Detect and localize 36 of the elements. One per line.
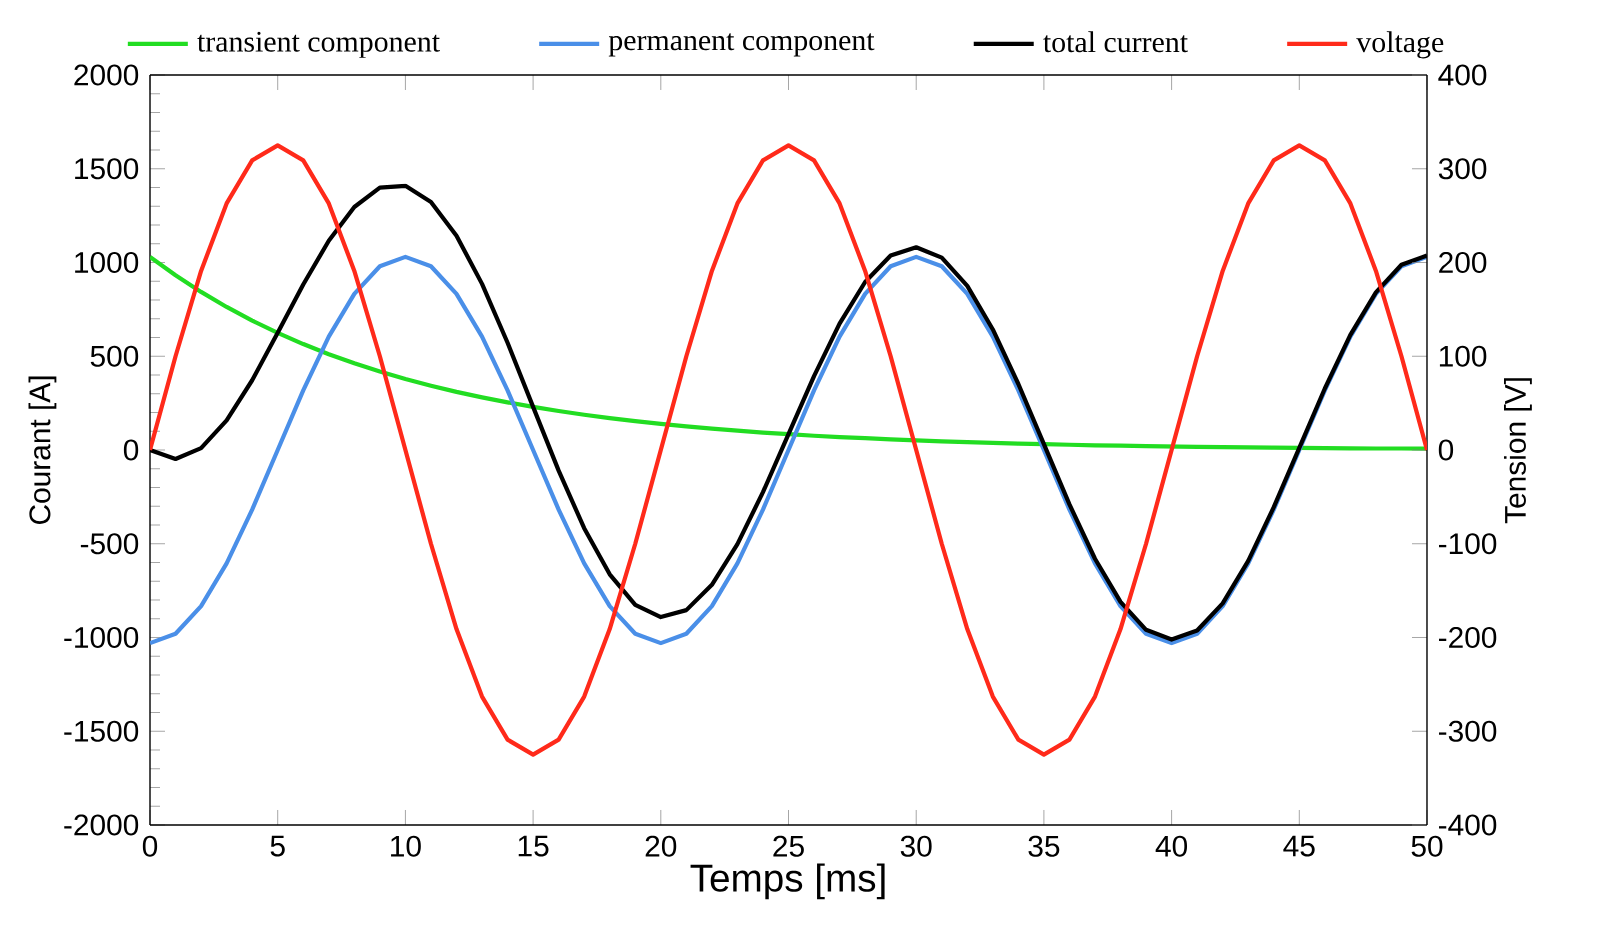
x-tick-label: 35 (1028, 835, 1060, 857)
y2-tick-label: 100 (1439, 345, 1487, 367)
y2-axis-title: Tension [V] (1504, 378, 1532, 524)
y-tick-label: -1000 (64, 626, 139, 649)
x-tick-label: 5 (270, 835, 285, 857)
y2-tick-label: -300 (1438, 720, 1497, 742)
x-tick-label: 30 (900, 835, 932, 857)
y2-tick-label: 0 (1438, 439, 1454, 461)
legend-label: transient component (197, 31, 440, 58)
y-tick-label: 1000 (75, 251, 139, 274)
legend-label: total current (1043, 31, 1188, 53)
x-tick-label: 10 (391, 835, 421, 857)
x-tick-label: 20 (645, 835, 677, 857)
x-tick-label: 50 (1411, 835, 1443, 857)
y2-tick-label: 200 (1439, 251, 1487, 274)
x-axis-title: Temps [ms] (690, 863, 885, 900)
y-tick-label: -2000 (64, 814, 139, 836)
y-axis-title: Courant [A] (28, 376, 57, 525)
y-tick-label: -1500 (64, 720, 139, 742)
x-tick-label: 15 (518, 835, 549, 857)
y-tick-label: -500 (80, 533, 139, 555)
y2-tick-label: 300 (1438, 158, 1487, 180)
legend-label: permanent component (608, 33, 875, 57)
y2-tick-label: -400 (1438, 814, 1497, 836)
y-tick-label: 2000 (74, 64, 139, 86)
x-tick-label: 40 (1155, 835, 1188, 857)
y2-tick-label: -100 (1438, 533, 1497, 555)
legend-label: voltage (1356, 31, 1444, 59)
y-tick-label: 0 (123, 439, 139, 461)
x-tick-label: 25 (773, 835, 804, 857)
y-tick-label: 500 (90, 345, 139, 367)
y2-tick-label: 400 (1438, 64, 1487, 86)
x-tick-label: 45 (1283, 835, 1315, 857)
y2-tick-label: -200 (1438, 626, 1497, 649)
x-tick-label: 0 (142, 835, 158, 857)
y-tick-label: 1500 (75, 158, 139, 180)
